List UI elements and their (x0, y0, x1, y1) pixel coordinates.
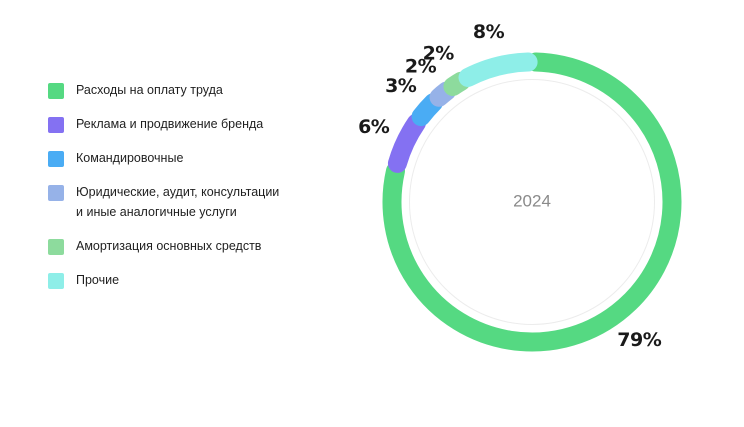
legend-item-advertising: Реклама и продвижение бренда (48, 114, 348, 134)
slice-value-label: 8% (473, 21, 505, 43)
slice-value-label: 2% (405, 56, 437, 78)
donut-slice (411, 93, 443, 127)
legend-item-travel: Командировочные (48, 148, 348, 168)
legend-item-legal: Юридические, аудит, консультации и иные … (48, 182, 348, 222)
donut-slice (382, 52, 682, 352)
legend-label: Амортизация основных средств (76, 239, 262, 253)
legend-label: Юридические, аудит, консультации и иные … (76, 185, 280, 219)
center-year-label: 2024 (513, 191, 551, 210)
legend-swatch (48, 273, 64, 289)
legend-swatch (48, 151, 64, 167)
legend-swatch (48, 239, 64, 255)
inner-ring (409, 79, 655, 325)
legend-item-labor: Расходы на оплату труда (48, 80, 348, 100)
donut-slice (387, 113, 426, 173)
legend-label: Расходы на оплату труда (76, 83, 223, 97)
chart-legend: Расходы на оплату труда Реклама и продви… (48, 80, 348, 304)
legend-item-depreciation: Амортизация основных средств (48, 236, 348, 256)
slice-value-label: 79% (617, 329, 661, 351)
slice-value-label: 3% (385, 75, 417, 97)
donut-slice (458, 52, 538, 87)
legend-swatch (48, 83, 64, 99)
slice-value-label: 2% (423, 43, 455, 65)
legend-label: Реклама и продвижение бренда (76, 117, 264, 131)
slice-value-label: 6% (358, 116, 390, 138)
legend-label: Прочие (76, 273, 120, 287)
slice-labels: 79%6%3%2%2%8% (358, 21, 662, 351)
donut-slices (382, 52, 682, 352)
legend-swatch (48, 185, 64, 201)
legend-swatch (48, 117, 64, 133)
legend-label: Командировочные (76, 151, 184, 165)
legend-item-other: Прочие (48, 270, 348, 290)
